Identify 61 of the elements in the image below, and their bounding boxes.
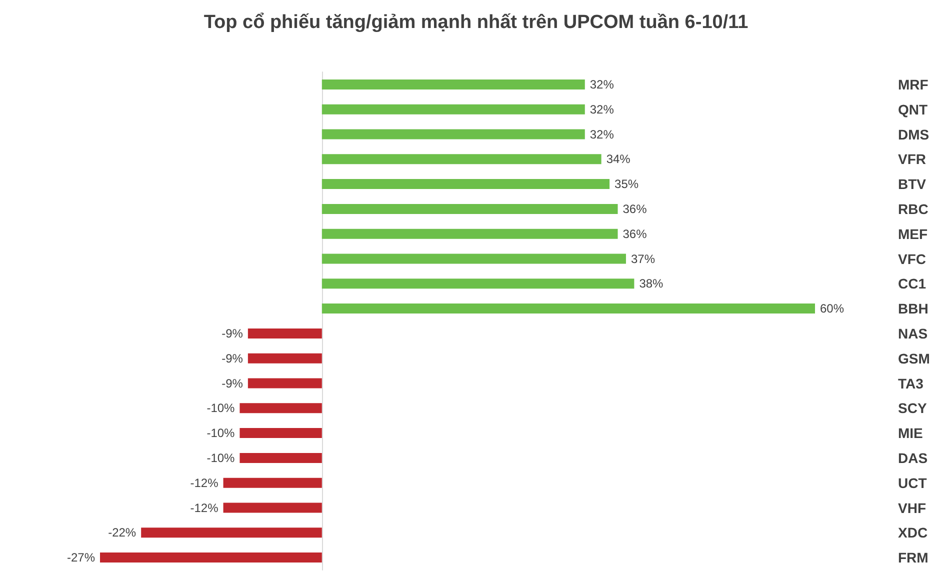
data-label: -10% — [206, 401, 236, 416]
y-tick-label: GSM — [898, 350, 930, 366]
y-tick-label: BTV — [898, 176, 927, 192]
y-tick-label: VHF — [898, 500, 926, 516]
data-label: 32% — [590, 102, 614, 116]
data-label: 35% — [614, 177, 639, 192]
data-label: 32% — [590, 77, 614, 92]
y-tick-label: VFC — [898, 250, 926, 267]
bar — [322, 304, 815, 314]
y-tick-label: RBC — [898, 200, 928, 217]
bar — [322, 179, 610, 190]
y-tick-label: MEF — [898, 226, 928, 242]
y-tick-label: XDC — [898, 524, 928, 541]
bar — [100, 552, 322, 563]
data-label: -10% — [206, 450, 236, 465]
data-label: 36% — [622, 202, 648, 216]
data-label: -22% — [108, 526, 136, 540]
bar — [248, 328, 322, 338]
bar — [322, 228, 618, 239]
bar — [322, 104, 585, 114]
bar — [248, 353, 322, 364]
data-label: 37% — [630, 252, 656, 266]
data-label: 32% — [590, 127, 614, 142]
data-label: 60% — [820, 302, 844, 316]
y-tick-label: MIE — [898, 425, 923, 442]
y-tick-label: DMS — [898, 126, 930, 142]
bar — [322, 204, 618, 214]
data-label: -9% — [222, 376, 244, 390]
y-tick-label: DAS — [898, 450, 928, 466]
data-label: -12% — [190, 476, 219, 490]
bar — [322, 154, 602, 164]
bar — [223, 478, 322, 488]
data-label: 36% — [622, 226, 648, 241]
y-tick-label: UCT — [898, 474, 928, 491]
y-tick-label: TA3 — [898, 375, 924, 392]
data-label: -27% — [66, 550, 96, 565]
y-tick-label: QNT — [898, 101, 928, 118]
chart-title: Top cổ phiếu tăng/giảm mạnh nhất trên UPCOM tuần 6-10/11 — [204, 12, 749, 33]
data-label: 34% — [606, 152, 631, 166]
bar — [223, 502, 322, 513]
bar — [322, 129, 585, 140]
bar — [240, 452, 322, 463]
bar — [248, 378, 322, 388]
data-label: -9% — [222, 351, 244, 366]
data-label: -12% — [190, 500, 219, 515]
bar — [141, 528, 322, 538]
y-tick-label: VFR — [898, 151, 926, 168]
y-tick-label: SCY — [898, 400, 928, 416]
bar — [322, 254, 626, 264]
bar — [240, 403, 322, 414]
bar — [322, 79, 585, 90]
y-tick-label: FRM — [898, 550, 928, 566]
bar — [240, 428, 322, 438]
y-tick-label: CC1 — [898, 276, 926, 292]
y-tick-label: MRF — [898, 76, 929, 92]
y-tick-label: BBH — [898, 300, 928, 317]
data-label: 38% — [639, 276, 664, 291]
y-tick-label: NAS — [898, 325, 928, 342]
data-label: -10% — [206, 426, 236, 440]
bar — [322, 278, 634, 289]
data-label: -9% — [222, 326, 244, 340]
